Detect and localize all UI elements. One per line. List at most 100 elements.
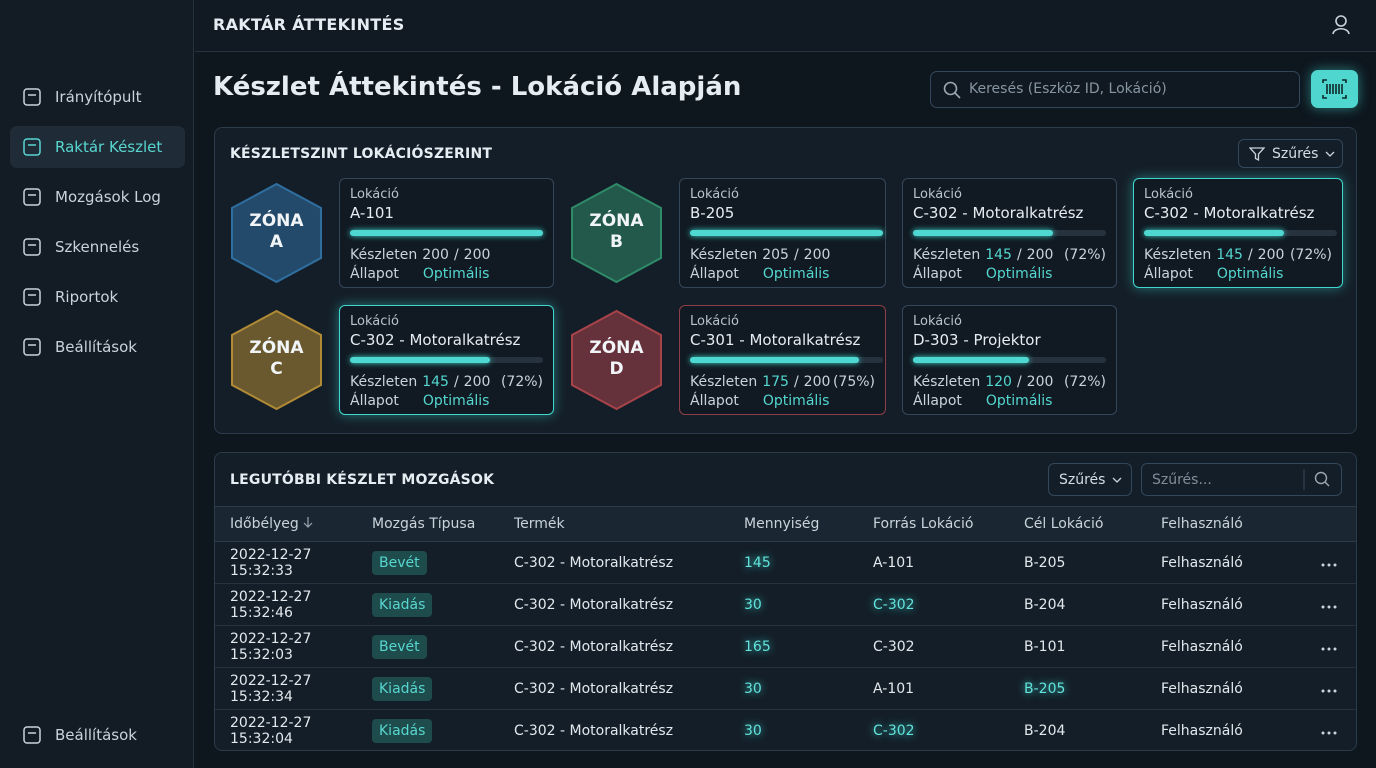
column-header[interactable]: Időbélyeg [215,506,372,542]
filter-input[interactable]: Szűrés... [1141,463,1342,496]
cell-text: C-302 - Motoralkatrész [514,638,674,655]
table-cell: Bevét [372,625,514,668]
stock-row: Készleten 200/200 [350,247,543,263]
nav-item[interactable]: Szkennelés [10,226,185,268]
zone-label: ZÓNA [589,211,644,231]
table-row[interactable]: 2022-12-27 15:32:03 Bevét C-302 - Motoralk… [215,625,1356,668]
status-row: Állapot Optimális [690,393,875,409]
stock-row: Készleten 145/200 (72%) [913,247,1106,263]
cell-text: Felhasználó [1161,554,1243,571]
location-card[interactable]: Lokáció C-302 - Motoralkatrész Készleten 14… [1133,178,1343,288]
status-row: Állapot Optimális [350,266,543,282]
column-label: Mozgás Típusa [372,516,476,532]
location-card[interactable]: Lokáció B-205 Készleten 205/200 Állapot Optim… [679,178,886,288]
stock-capacity: 200 [803,247,831,263]
user-icon[interactable] [1331,14,1351,36]
table-cell: A-101 [873,667,1024,710]
table-cell: C-302 - Motoralkatrész [514,667,744,710]
filter-placeholder: Szűrés... [1152,471,1212,488]
stock-value: 200 [422,247,449,263]
panel-title: LEGUTÓBBI KÉSZLET MOZGÁSOK [230,472,495,488]
progress-track [690,230,883,236]
nav-label: Beállítások [55,338,137,356]
table-row[interactable]: 2022-12-27 15:32:46 Kiadás C-302 - Motoral… [215,583,1356,626]
cell-text: Felhasználó [1161,638,1243,655]
location-card[interactable]: Lokáció C-302 - Motoralkatrész Készleten 14… [902,178,1117,288]
nav-item[interactable]: Beállítások [10,326,185,368]
stock-percent: (72%) [1063,374,1106,390]
nav-item[interactable]: Irányítópult [10,76,185,118]
table-cell: 2022-12-27 15:32:46 [215,583,372,626]
cell-text: 145 [744,554,771,571]
filter-dropdown[interactable]: Szűrés [1048,463,1132,496]
location-card[interactable]: Lokáció C-301 - Motoralkatrész Készleten 17… [679,305,886,415]
cell-text: C-302 - Motoralkatrész [514,596,674,613]
card-label: Lokáció [913,314,962,329]
status-value: Optimális [422,266,490,282]
column-label: Termék [514,516,565,532]
table-cell: 165 [744,625,873,668]
app-title: RAKTÁR ÁTTEKINTÉS [213,15,405,34]
column-header[interactable]: Forrás Lokáció [873,506,1024,542]
page-title: Készlet Áttekintés - Lokáció Alapján [213,72,742,102]
table-row[interactable]: 2022-12-27 15:32:33 Bevét C-302 - Motoralk… [215,541,1356,584]
progress-fill [1144,230,1284,236]
cell-text: A-101 [873,554,915,571]
column-header[interactable]: Felhasználó [1161,506,1301,542]
stock-label: Készleten [913,247,981,263]
location-card[interactable]: Lokáció A-101 Készleten 200/200 Állapot Optim… [339,178,554,288]
table-cell: Felhasználó [1161,625,1301,668]
progress-track [350,357,543,363]
cell-text: 30 [744,722,762,739]
location-card[interactable]: Lokáció C-302 - Motoralkatrész Készleten 14… [339,305,554,415]
column-header[interactable]: Mennyiség [744,506,873,542]
stock-label: Készleten [913,374,981,390]
stock-row: Készleten 145/200 (72%) [350,374,543,390]
nav-item[interactable]: Beállítások [10,714,185,756]
status-label: Állapot [1144,266,1193,282]
stock-row: Készleten 145/200 (72%) [1144,247,1332,263]
table-row[interactable]: 2022-12-27 15:32:04 Kiadás C-302 - Motoral… [215,709,1356,750]
cell-text: 2022-12-27 15:32:33 [230,546,312,579]
nav-item[interactable]: Riportok [10,276,185,318]
table-row[interactable]: 2022-12-27 15:32:34 Kiadás C-302 - Motoral… [215,667,1356,710]
zone-hex: ZÓNA A [230,182,323,284]
stock-value: 145 [1216,247,1243,263]
nav-label: Beállítások [55,726,137,744]
column-label: Cél Lokáció [1024,516,1104,532]
row-menu[interactable] [1301,709,1356,750]
row-menu[interactable] [1301,667,1356,710]
cell-text: 165 [744,638,771,655]
column-header[interactable]: Mozgás Típusa [372,506,514,542]
scan-button[interactable] [1311,70,1358,108]
cell-text: 30 [744,680,762,697]
table-cell: A-101 [873,541,1024,584]
search-input[interactable]: Keresés (Eszköz ID, Lokáció) [930,71,1300,108]
type-badge: Kiadás [372,718,433,743]
cell-text: Felhasználó [1161,596,1243,613]
cell-text: B-101 [1024,638,1066,655]
column-label: Időbélyeg [230,516,299,532]
zone-letter: B [610,232,623,252]
table-cell: Felhasználó [1161,583,1301,626]
row-menu[interactable] [1301,583,1356,626]
nav-item[interactable]: Raktár Készlet [10,126,185,168]
nav-item[interactable]: Mozgások Log [10,176,185,218]
filter-dropdown[interactable]: Szűrés [1238,139,1343,168]
cell-text: C-302 [873,638,915,655]
table-cell: Kiadás [372,709,514,750]
row-menu[interactable] [1301,625,1356,668]
row-menu[interactable] [1301,541,1356,584]
table-cell: C-302 [873,583,1024,626]
location-card[interactable]: Lokáció D-303 - Projektor Készleten 120/200… [902,305,1117,415]
column-header[interactable]: Termék [514,506,744,542]
column-header[interactable]: Cél Lokáció [1024,506,1161,542]
location-name: C-302 - Motoralkatrész [350,331,521,349]
table-cell: C-302 - Motoralkatrész [514,625,744,668]
zone-hex: ZÓNA C [230,309,323,411]
column-label: Felhasználó [1161,516,1243,532]
cell-text: B-204 [1024,722,1066,739]
card-label: Lokáció [350,314,399,329]
top-bar: RAKTÁR ÁTTEKINTÉS [195,0,1376,52]
